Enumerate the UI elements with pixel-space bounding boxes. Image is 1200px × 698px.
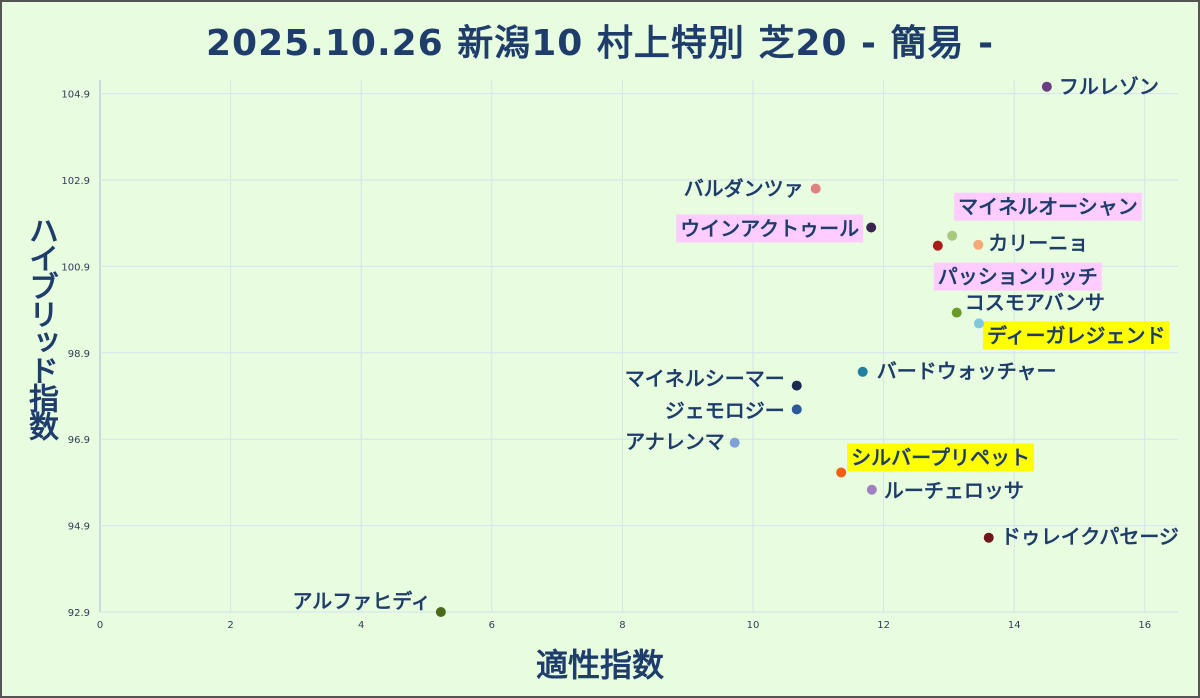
point-label: ディーガレジェンド xyxy=(987,323,1166,347)
x-tick-label: 10 xyxy=(747,620,760,631)
x-tick-label: 14 xyxy=(1008,620,1021,631)
y-tick-label: 98.9 xyxy=(68,349,90,360)
point-label: アルファヒディ xyxy=(292,589,430,613)
point-label: バルダンツァ xyxy=(684,177,804,201)
y-tick-label: 104.9 xyxy=(61,90,90,101)
data-point xyxy=(791,380,802,391)
point-label: フルレゾン xyxy=(1059,75,1159,99)
point-label: パッションリッチ xyxy=(938,265,1098,289)
y-tick-label: 96.9 xyxy=(68,435,90,446)
x-tick-label: 8 xyxy=(619,620,625,631)
point-label: バードウォッチャー xyxy=(877,359,1057,383)
x-tick-label: 12 xyxy=(877,620,890,631)
y-tick-label: 100.9 xyxy=(61,262,90,273)
x-tick-label: 0 xyxy=(97,620,103,631)
y-tick-label: 92.9 xyxy=(68,608,90,619)
point-label: マイネルシーマー xyxy=(625,367,785,391)
data-point xyxy=(973,239,984,250)
label-highlight xyxy=(933,262,1102,291)
data-point xyxy=(857,366,868,377)
data-point xyxy=(983,532,994,543)
label-highlight xyxy=(954,192,1142,221)
y-tick-label: 102.9 xyxy=(61,176,90,187)
chart-title: 2025.10.26 新潟10 村上特別 芝20 - 簡易 - xyxy=(205,23,995,64)
data-point xyxy=(866,484,877,495)
data-point xyxy=(435,607,446,617)
x-tick-label: 2 xyxy=(227,620,233,631)
label-highlight xyxy=(676,214,864,243)
data-point xyxy=(1041,81,1052,92)
x-tick-label: 4 xyxy=(358,620,364,631)
point-label: マイネルオーシャン xyxy=(958,195,1138,219)
y-tick-label: 94.9 xyxy=(68,522,90,533)
point-label: ウインアクトゥール xyxy=(680,217,859,241)
data-point xyxy=(951,307,962,318)
point-label: ジェモロジー xyxy=(665,398,785,422)
data-point xyxy=(810,183,821,194)
x-axis-label: 適性指数 xyxy=(535,646,664,684)
data-point xyxy=(973,318,984,329)
point-label: シルバープリペット xyxy=(851,445,1030,469)
data-point xyxy=(729,437,740,448)
point-label: ドゥレイクパセージ xyxy=(1001,525,1179,549)
label-highlight xyxy=(847,443,1034,472)
data-point xyxy=(947,230,958,241)
data-point xyxy=(836,467,847,478)
label-highlight xyxy=(982,321,1170,350)
point-label: コスモアバンサ xyxy=(965,291,1105,315)
point-label: アナレンマ xyxy=(625,430,725,454)
data-point xyxy=(866,222,877,233)
data-point xyxy=(932,240,943,251)
data-point xyxy=(791,404,802,415)
x-tick-label: 16 xyxy=(1138,620,1151,631)
point-label: ルーチェロッサ xyxy=(884,479,1024,503)
point-label: カリーニョ xyxy=(988,231,1088,255)
y-axis-label: ハイブリッド指数 xyxy=(23,215,58,439)
x-tick-label: 6 xyxy=(489,620,495,631)
